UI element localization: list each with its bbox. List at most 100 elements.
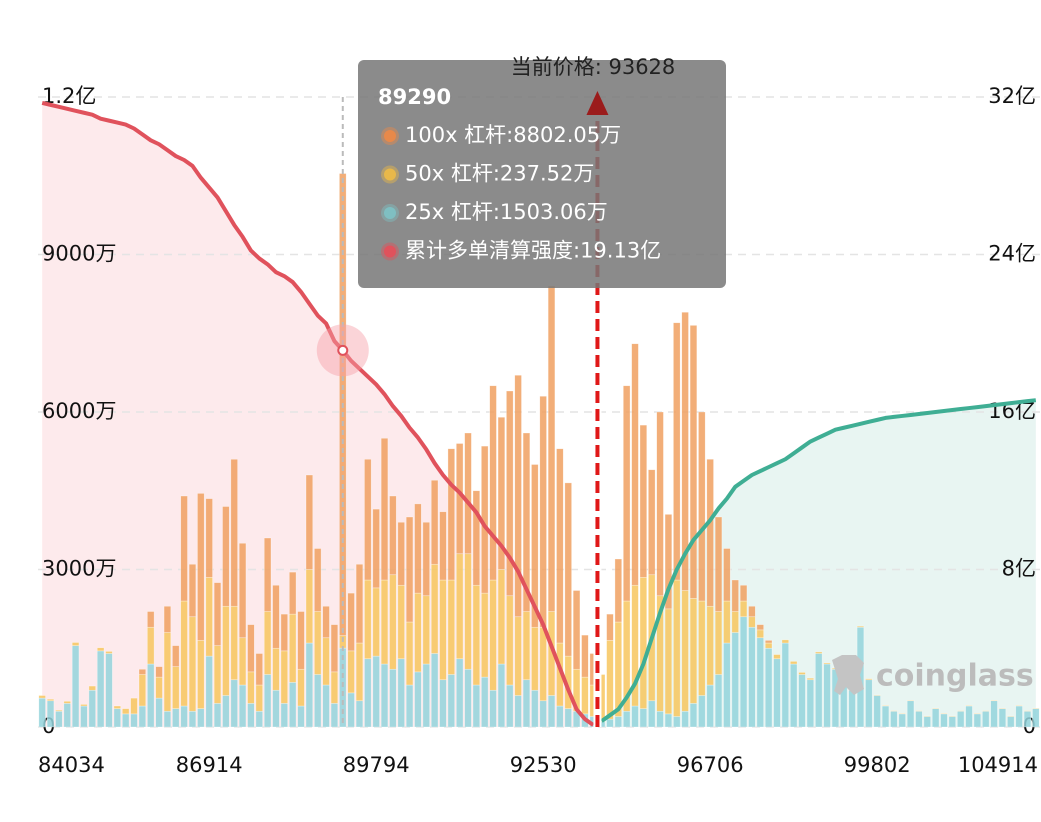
bar-segment xyxy=(355,700,364,728)
bar-segment xyxy=(706,458,714,607)
bar-segment xyxy=(723,642,731,728)
x-tick-label: 104914 xyxy=(958,753,1038,777)
bar-segment xyxy=(739,584,748,602)
bar-segment xyxy=(923,716,931,728)
bar-segment xyxy=(188,563,197,618)
bar-segment xyxy=(71,642,80,646)
bar-segment xyxy=(748,616,756,628)
bar-segment xyxy=(464,432,472,555)
bar-segment xyxy=(172,666,180,709)
bar-segment xyxy=(272,689,280,728)
bar-segment xyxy=(581,676,589,715)
bar-segment xyxy=(940,713,948,728)
bar-segment xyxy=(1023,710,1032,712)
bar-segment xyxy=(105,651,113,654)
bar-segment xyxy=(1032,708,1040,728)
bar-segment xyxy=(380,437,389,581)
bar-segment xyxy=(122,713,130,728)
bar-segment xyxy=(531,626,539,691)
current-price-label: 当前价格: 93628 xyxy=(511,55,676,79)
bar-segment xyxy=(990,700,998,728)
bar-segment xyxy=(247,624,255,673)
x-tick-label: 84034 xyxy=(38,753,105,777)
bar-segment xyxy=(497,569,506,665)
bar-segment xyxy=(1032,707,1040,709)
bar-segment xyxy=(956,710,965,728)
bar-segment xyxy=(472,490,481,586)
bar-segment xyxy=(213,703,222,728)
bar-segment xyxy=(631,705,639,728)
bar-segment xyxy=(389,495,397,576)
bar-segment xyxy=(764,647,773,728)
bar-segment xyxy=(706,684,714,728)
cumulative-line xyxy=(600,398,1037,723)
bar-segment xyxy=(764,640,773,644)
bar-segment xyxy=(372,655,380,728)
bar-segment xyxy=(355,563,364,644)
bar-segment xyxy=(389,574,397,670)
bar-segment xyxy=(155,676,163,699)
bar-segment xyxy=(531,689,539,728)
bar-segment xyxy=(631,343,639,586)
tooltip-dot xyxy=(384,168,396,181)
bar-segment xyxy=(890,710,898,728)
x-tick-label: 96706 xyxy=(677,753,744,777)
bar-segment xyxy=(1007,716,1015,728)
bar-segment xyxy=(405,684,414,728)
bar-segment xyxy=(163,632,172,712)
bar-segment xyxy=(698,600,706,696)
bar-segment xyxy=(272,647,280,691)
bar-segment xyxy=(464,668,472,728)
bar-segment xyxy=(447,674,456,728)
current-price-arrow xyxy=(586,91,609,115)
bar-segment xyxy=(347,692,355,728)
y2-tick-label: 8亿 xyxy=(1002,557,1036,581)
bar-segment xyxy=(389,668,397,728)
bar-segment xyxy=(823,662,831,665)
y-tick-label: 3000万 xyxy=(42,557,116,581)
bar-segment xyxy=(272,584,280,649)
bar-segment xyxy=(297,668,305,707)
bar-segment xyxy=(664,514,673,610)
bar-segment xyxy=(439,511,447,581)
bar-segment xyxy=(238,637,247,686)
bar-segment xyxy=(1023,710,1032,728)
bar-segment xyxy=(314,548,322,612)
bar-segment xyxy=(673,716,681,728)
bar-segment xyxy=(890,710,898,712)
bar-segment xyxy=(105,653,113,728)
bar-segment xyxy=(230,458,238,607)
bar-segment xyxy=(238,542,247,639)
bar-segment xyxy=(347,650,355,694)
bar-segment xyxy=(130,697,138,715)
bar-segment xyxy=(948,715,957,717)
bar-segment xyxy=(698,411,706,602)
bar-segment xyxy=(681,710,689,728)
bar-segment xyxy=(906,700,915,728)
bar-segment xyxy=(731,611,739,633)
bar-segment xyxy=(455,553,464,660)
bar-segment xyxy=(180,705,188,728)
bar-segment xyxy=(664,608,673,715)
bar-segment xyxy=(163,605,172,633)
bar-segment xyxy=(447,579,456,675)
bar-segment xyxy=(556,705,564,728)
tooltip-dot xyxy=(384,245,396,258)
tooltip-box xyxy=(358,60,726,288)
bar-segment xyxy=(55,710,63,728)
bar-segment xyxy=(422,663,430,728)
bar-segment xyxy=(88,685,96,691)
bar-segment xyxy=(539,626,547,702)
bar-segment xyxy=(614,558,623,623)
bar-segment xyxy=(606,613,614,641)
bar-segment xyxy=(514,695,522,728)
bar-segment xyxy=(664,713,673,728)
bar-segment xyxy=(873,694,881,696)
tooltip-item: 50x 杠杆:237.52万 xyxy=(405,162,594,186)
y-tick-label: 6000万 xyxy=(42,399,116,423)
bar-segment xyxy=(756,624,764,631)
bar-segment xyxy=(439,679,447,728)
bar-segment xyxy=(197,708,205,728)
bar-segment xyxy=(305,569,314,644)
bar-segment xyxy=(681,311,689,591)
